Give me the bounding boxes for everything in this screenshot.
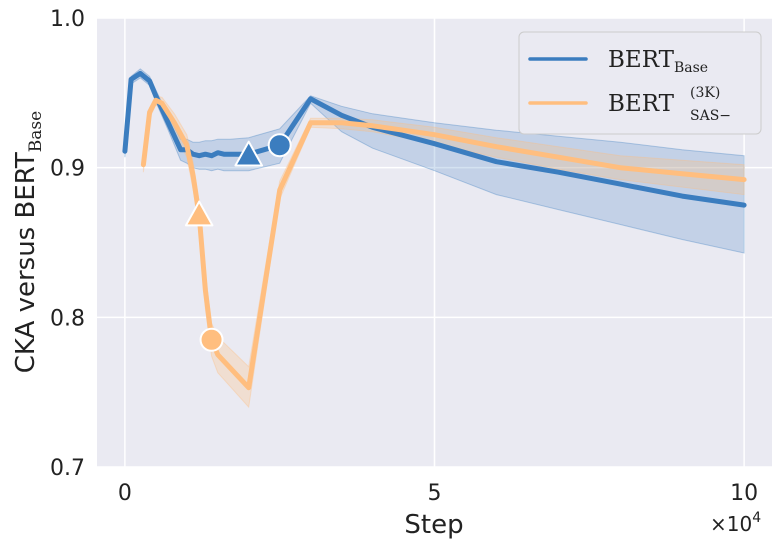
line-bert-sas (140, 97, 747, 391)
series-markers (184, 133, 292, 352)
legend-label-bert-base-sub: Base (674, 60, 708, 76)
y-tick-label: 0.7 (50, 456, 85, 481)
y-tick-label: 0.9 (50, 157, 85, 182)
legend: BERTBase BERT (3K) SAS− (518, 31, 762, 135)
y-axis-label-subscript: Base (26, 111, 46, 152)
marker-circle-bert-base (267, 133, 292, 158)
marker-triangle-bert-sas (184, 200, 214, 227)
x-axis-multiplier: ×104 (710, 510, 761, 536)
marker-circle-bert-sas (199, 327, 224, 352)
legend-label-bert-sas-sub: SAS− (690, 108, 731, 124)
legend-label-bert-sas-name: BERT (608, 91, 675, 117)
legend-label-bert-base: BERTBase (608, 47, 708, 76)
series-lines (122, 70, 747, 391)
x-axis-multiplier-base: ×10 (710, 512, 752, 536)
x-tick-label: 10 (730, 481, 758, 506)
legend-label-bert-sas: BERT (608, 91, 675, 117)
tick-labels: 0 5 10 0.7 0.8 0.9 1.0 (50, 7, 758, 506)
marker-triangle-bert-base (234, 140, 264, 167)
y-axis-label: CKA versus BERTBase (11, 111, 46, 373)
legend-label-bert-base-name: BERT (608, 47, 675, 73)
x-tick-label: 0 (118, 481, 132, 506)
x-axis-multiplier-exponent: 4 (752, 510, 761, 526)
x-axis-label: Step (404, 510, 463, 540)
y-tick-label: 0.8 (50, 306, 85, 331)
legend-label-bert-sas-sup: (3K) (690, 85, 720, 101)
y-axis-label-main: CKA versus BERT (11, 152, 41, 373)
x-tick-label: 5 (428, 481, 442, 506)
y-tick-label: 1.0 (50, 7, 85, 32)
